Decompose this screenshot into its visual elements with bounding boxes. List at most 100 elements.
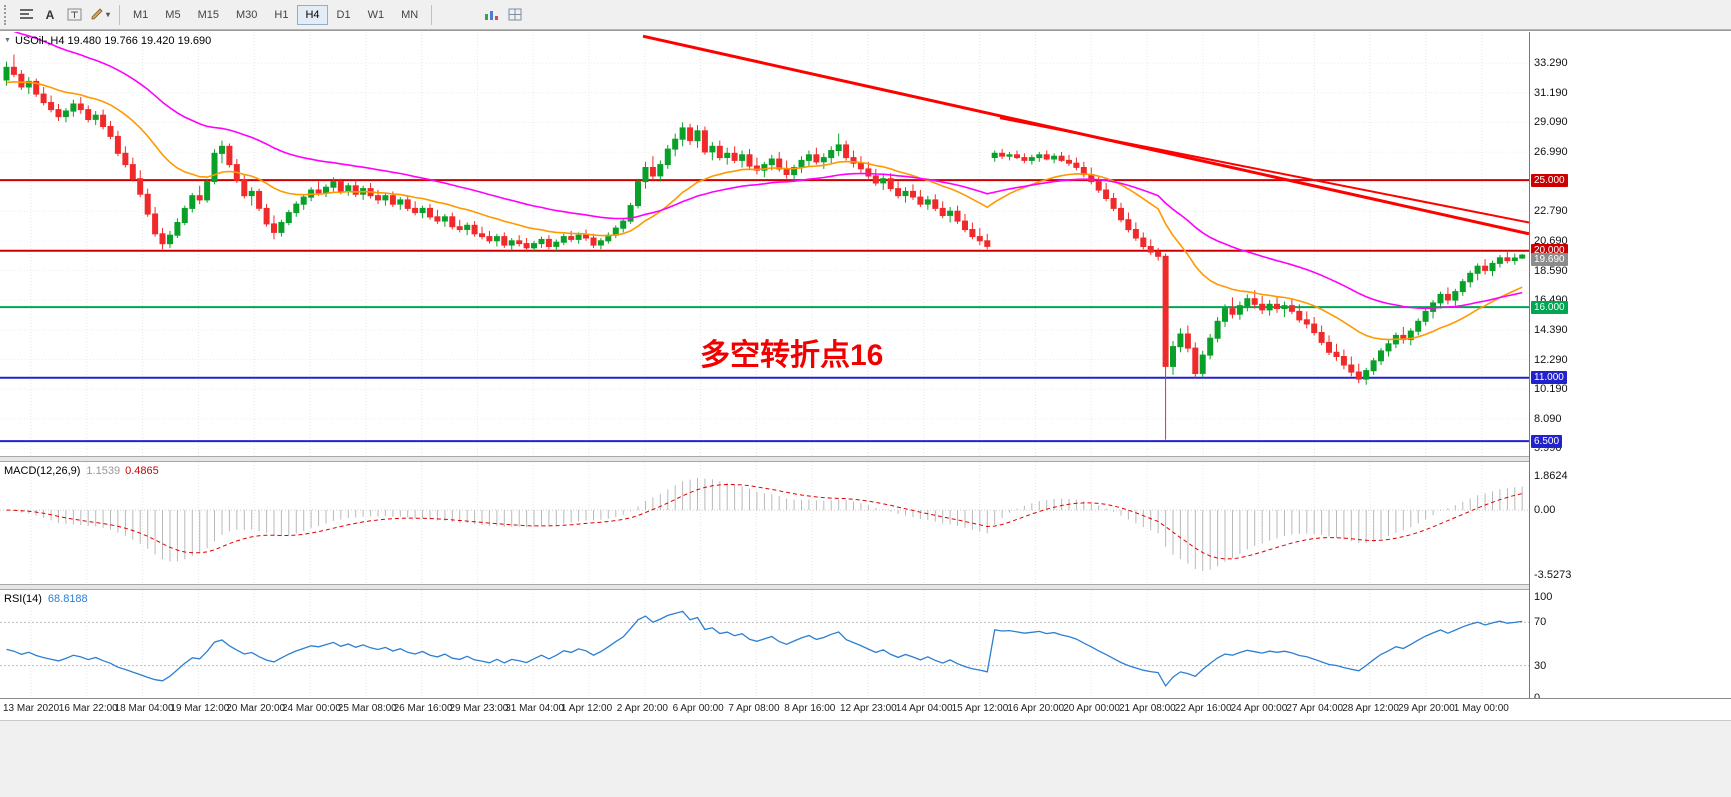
macd-axis-label: -3.5273: [1534, 569, 1572, 582]
rsi-value: 68.8188: [47, 593, 88, 605]
macd-main-value: 1.1539: [86, 465, 121, 477]
text-tool-label: A: [45, 7, 55, 22]
time-axis-label: 20 Mar 20:00: [226, 703, 286, 714]
price-axis-label: 14.390: [1534, 323, 1568, 336]
timeframe-m5[interactable]: M5: [157, 5, 188, 25]
time-axis-label: 16 Mar 22:00: [58, 703, 118, 714]
time-axis-label: 24 Apr 00:00: [1230, 703, 1288, 714]
grid-icon: [508, 8, 522, 21]
toolbar-separator: [431, 4, 433, 25]
price-level-badge: 16.000: [1531, 300, 1568, 314]
time-axis-label: 27 Apr 04:00: [1286, 703, 1344, 714]
price-level-badge: 6.500: [1531, 434, 1563, 448]
price-chart-canvas[interactable]: [0, 32, 1529, 456]
panel-splitter-rsi[interactable]: [0, 584, 1731, 590]
rsi-name: RSI(14): [4, 593, 42, 605]
timeframe-d1[interactable]: D1: [329, 5, 359, 25]
macd-chart-canvas[interactable]: [0, 462, 1529, 584]
toolbar: A ▾ M1 M5 M15 M30 H1 H4 D1 W1 MN: [0, 0, 1731, 30]
chart-annotation-text[interactable]: 多空转折点16: [700, 339, 884, 372]
price-level-badge: 11.000: [1531, 371, 1567, 385]
text-label-icon: [67, 8, 81, 21]
indicators-icon[interactable]: [479, 4, 503, 26]
time-axis-label: 20 Apr 00:00: [1063, 703, 1120, 714]
price-axis-label: 33.290: [1534, 57, 1568, 70]
price-level-badge: 25.000: [1531, 173, 1568, 187]
time-axis-label: 28 Apr 12:00: [1342, 703, 1399, 714]
toolbar-separator: [119, 4, 121, 25]
time-axis-label: 22 Apr 16:00: [1174, 703, 1232, 714]
price-axis-label: 20.690: [1534, 235, 1568, 247]
time-axis-label: 25 Mar 08:00: [337, 703, 397, 714]
macd-axis-label: 0.00: [1534, 504, 1556, 517]
timeframe-m15[interactable]: M15: [190, 5, 227, 25]
time-axis-label: 2 Apr 20:00: [616, 703, 668, 714]
time-axis-label: 8 Apr 16:00: [784, 703, 836, 714]
price-axis-label: 22.790: [1534, 205, 1568, 218]
price-axis-label: 10.190: [1534, 383, 1568, 396]
time-axis-label: 7 Apr 08:00: [728, 703, 780, 714]
time-axis-label: 19 Mar 12:00: [170, 703, 230, 714]
macd-label: MACD(12,26,9) 1.1539 0.4865: [4, 465, 159, 477]
price-axis-label: 18.590: [1534, 264, 1568, 277]
price-axis-label: 12.290: [1534, 353, 1568, 366]
timeframe-w1[interactable]: W1: [360, 5, 393, 25]
time-axis-label: 12 Apr 23:00: [840, 703, 897, 714]
timeframe-mn[interactable]: MN: [393, 5, 426, 25]
time-axis-label: 1 Apr 12:00: [561, 703, 613, 714]
price-scale[interactable]: 33.290 31.190 29.090 26.990 22.790 20.690 18.5…: [1529, 32, 1731, 704]
macd-panel: MACD(12,26,9) 1.1539 0.4865: [0, 462, 1529, 584]
time-axis-label: 18 Mar 04:00: [114, 703, 174, 714]
toolbar-grip[interactable]: [4, 4, 10, 25]
line-studies-icon[interactable]: [14, 4, 38, 26]
timeframe-h4[interactable]: H4: [297, 4, 328, 25]
window-footer: [0, 720, 1731, 797]
macd-axis-label: 1.8624: [1534, 469, 1568, 482]
price-axis-label: 29.090: [1534, 116, 1568, 129]
macd-signal-value: 0.4865: [125, 465, 159, 477]
time-axis-label: 1 May 00:00: [1453, 703, 1509, 714]
price-panel: ▼ USOil-,H4 19.480 19.766 19.420 19.690 多…: [0, 32, 1529, 456]
timeframe-group: M1 M5 M15 M30 H1 H4 D1 W1 MN: [125, 4, 426, 25]
chevron-down-icon: ▾: [106, 10, 111, 19]
current-price-badge: 19.690: [1531, 252, 1568, 266]
price-axis-label: 8.090: [1534, 412, 1562, 425]
rsi-axis-label: 70: [1534, 616, 1547, 629]
time-axis-label: 29 Mar 23:00: [449, 703, 509, 714]
time-axis-label: 16 Apr 20:00: [1007, 703, 1065, 714]
text-label-tool-button[interactable]: [62, 4, 86, 26]
timeframe-h1[interactable]: H1: [266, 5, 296, 25]
text-tool-button[interactable]: A: [38, 4, 62, 26]
symbol-info-line: ▼ USOil-,H4 19.480 19.766 19.420 19.690: [4, 35, 211, 47]
rsi-panel: RSI(14) 68.8188: [0, 590, 1529, 698]
lines-icon: [19, 9, 33, 19]
indicator-bars-icon: [484, 11, 498, 20]
time-axis-label: 21 Apr 08:00: [1119, 703, 1176, 714]
rsi-label: RSI(14) 68.8188: [4, 593, 88, 605]
panel-splitter-macd[interactable]: [0, 456, 1731, 462]
pencil-icon: [91, 8, 103, 20]
time-axis-label: 15 Apr 12:00: [951, 703, 1009, 714]
time-axis-label: 31 Mar 04:00: [505, 703, 565, 714]
time-axis[interactable]: 13 Mar 2020 16 Mar 22:00 18 Mar 04:00 19 Ma…: [0, 698, 1731, 720]
time-axis-label: 14 Apr 04:00: [895, 703, 953, 714]
price-axis-label: 26.990: [1534, 146, 1568, 159]
time-axis-label: 13 Mar 2020: [3, 703, 60, 714]
one-click-trading-collapse-icon[interactable]: ▼: [4, 37, 11, 44]
time-axis-label: 24 Mar 00:00: [282, 703, 341, 714]
timeframe-m1[interactable]: M1: [125, 5, 156, 25]
timeframe-m30[interactable]: M30: [228, 5, 265, 25]
price-axis-label: 31.190: [1534, 86, 1568, 99]
time-axis-label: 29 Apr 20:00: [1398, 703, 1455, 714]
rsi-axis-label: 100: [1534, 591, 1553, 603]
macd-name: MACD(12,26,9): [4, 465, 81, 477]
rsi-axis-label: 30: [1534, 659, 1547, 672]
templates-grid-icon[interactable]: [503, 4, 527, 26]
chart-window: ▼ USOil-,H4 19.480 19.766 19.420 19.690 多…: [0, 30, 1731, 797]
draw-tool-button[interactable]: ▾: [86, 4, 114, 26]
time-axis-label: 6 Apr 00:00: [672, 703, 724, 714]
time-axis-label: 26 Mar 16:00: [393, 703, 453, 714]
rsi-chart-canvas[interactable]: [0, 590, 1529, 698]
symbol-ohlc-text: USOil-,H4 19.480 19.766 19.420 19.690: [14, 35, 212, 47]
